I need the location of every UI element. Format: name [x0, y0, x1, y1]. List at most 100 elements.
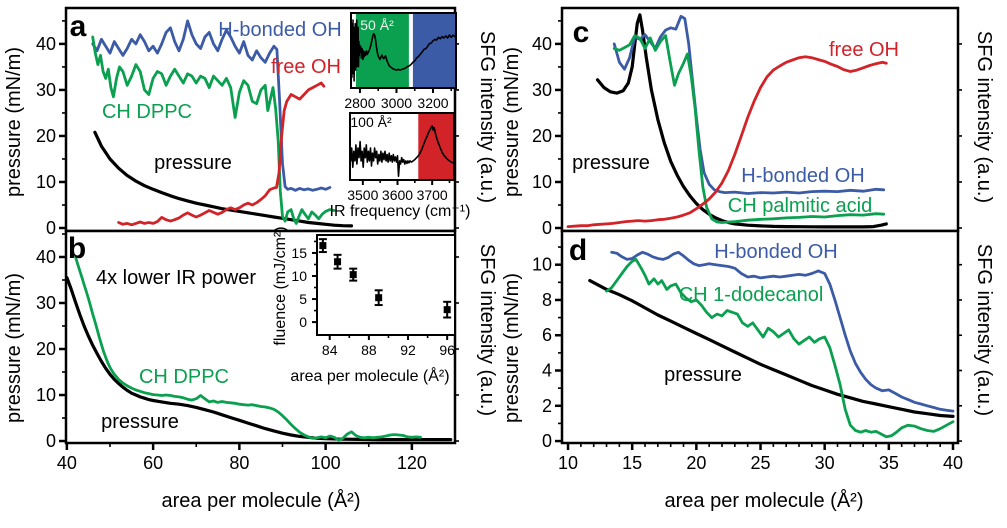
series-spectrum — [350, 19, 456, 86]
panel-c-letter: c — [572, 16, 590, 49]
x-tick-label: 80 — [229, 453, 249, 473]
panel-b-pressure-axis-label: pressure (mN/m) — [3, 272, 25, 424]
panel-c-sfg-axis-label: SFG intensity (a.u.) — [973, 30, 995, 204]
panel-b-ch-dppc-label: CH DPPC — [138, 366, 230, 388]
x-tick-label: 88 — [361, 342, 377, 358]
inset-fluence-chart: 84 88 92 96 0 5 10 15 — [291, 234, 456, 358]
x-tick-label: 30 — [815, 453, 835, 473]
y-tick-label: 0 — [46, 218, 56, 238]
band-0 — [355, 13, 409, 88]
panel-b-sfg-axis-label: SFG intensity (a.u.) — [476, 243, 498, 417]
y-tick-label: 20 — [36, 126, 56, 146]
y-tick-label: 0 — [542, 218, 552, 238]
y-tick-label: 30 — [532, 80, 552, 100]
panel-a-ch-dppc-label: CH DPPC — [101, 101, 193, 123]
panel-c-pressure-axis-label: pressure (mN/m) — [501, 46, 523, 198]
y-tick-label: 4 — [542, 361, 552, 381]
inset-100A-tag: 100 Å² — [350, 114, 392, 130]
series-pressure — [588, 278, 955, 418]
x-tick-label: 40 — [57, 453, 77, 473]
y-tick-label: 10 — [36, 385, 56, 405]
series-spectrum — [349, 124, 454, 177]
data-point-marker — [319, 242, 327, 250]
series-ch-dodecanol — [605, 257, 955, 439]
y-tick-label: 20 — [36, 339, 56, 359]
fluence-x-axis-label: area per molecule (Å²) — [290, 368, 450, 385]
series-ch-palmitic — [612, 34, 886, 224]
panel-b-letter: b — [67, 232, 87, 265]
panel-c-free-oh-label: free OH — [828, 39, 900, 61]
panel-c-chart: 0 10 20 30 40 — [532, 6, 962, 238]
plot-border — [350, 12, 457, 89]
y-tick-label: 2 — [542, 396, 552, 416]
band-1 — [412, 13, 456, 88]
x-tick-label: 20 — [686, 453, 706, 473]
x-tick-label: 84 — [322, 342, 338, 358]
panel-a-pressure-axis-label: pressure (mN/m) — [3, 46, 25, 198]
panel-c-ch-palmitic-label: CH palmitic acid — [727, 195, 873, 217]
x-tick-label: 96 — [439, 342, 455, 358]
series-h-bonded-oh — [91, 19, 332, 192]
inset-spectrum-50A-chart: 2800 3000 3200 — [344, 12, 457, 111]
x-tick-label: 3700 — [417, 187, 448, 203]
plot-border — [316, 234, 456, 336]
y-tick-label: 10 — [291, 268, 307, 284]
panel-d-pressure-label: pressure — [664, 364, 742, 386]
series-pressure — [93, 130, 354, 228]
panel-d-pressure-axis-label: pressure (mN/m) — [501, 272, 523, 424]
panel-a-letter: a — [69, 10, 87, 43]
y-tick-label: 30 — [36, 80, 56, 100]
panel-b-pressure-label: pressure — [101, 411, 179, 433]
x-tick-label: 10 — [558, 453, 578, 473]
right-x-axis-title: area per molecule (Å²) — [664, 490, 864, 512]
y-tick-label: 30 — [36, 293, 56, 313]
x-tick-label: 35 — [879, 453, 899, 473]
x-tick-label: 3000 — [381, 95, 412, 111]
panel-c-pressure-label: pressure — [572, 152, 650, 174]
x-tick-label: 15 — [622, 453, 642, 473]
panel-c-h-bonded-oh-label: H-bonded OH — [741, 165, 865, 187]
y-tick-label: 40 — [532, 34, 552, 54]
plot-border — [349, 112, 455, 181]
y-tick-label: 0 — [542, 431, 552, 451]
ir-frequency-axis-label: IR frequency (cm⁻¹) — [329, 203, 471, 220]
series-ch-dppc — [91, 35, 336, 225]
band-0 — [418, 113, 454, 180]
y-tick-label: 0 — [299, 314, 307, 330]
panel-d-ch-dodecanol-label: CH 1-dodecanol — [678, 284, 824, 306]
series-ch-dppc — [74, 255, 422, 442]
x-tick-label: 92 — [400, 342, 416, 358]
y-tick-label: 8 — [542, 290, 552, 310]
y-tick-label: 15 — [291, 245, 307, 261]
y-tick-label: 10 — [36, 172, 56, 192]
series-pressure — [595, 13, 888, 229]
x-tick-label: 3200 — [417, 95, 448, 111]
series-free-oh — [117, 81, 326, 227]
y-tick-label: 10 — [532, 172, 552, 192]
data-point-marker — [443, 306, 451, 314]
y-tick-label: 0 — [46, 431, 56, 451]
panel-d-h-bonded-oh-label: H-bonded OH — [714, 241, 838, 263]
panel-d-chart: 10 15 20 25 30 35 40 0 2 4 6 8 10 — [532, 229, 963, 473]
x-tick-label: 3500 — [347, 187, 378, 203]
panel-a-sfg-axis-label: SFG intensity (a.u.) — [476, 30, 498, 204]
x-tick-label: 60 — [143, 453, 163, 473]
data-point-marker — [349, 271, 357, 279]
y-tick-label: 10 — [532, 255, 552, 275]
x-tick-label: 25 — [750, 453, 770, 473]
x-tick-label: 100 — [311, 453, 341, 473]
inset-spectrum-100A-chart: 3500 3600 3700 — [347, 112, 455, 203]
left-x-axis-title: area per molecule (Å²) — [161, 490, 361, 512]
x-tick-label: 40 — [943, 453, 963, 473]
x-tick-label: 120 — [397, 453, 427, 473]
plot-border — [64, 229, 457, 445]
fluence-y-axis-label: fluence (mJ/cm²) — [272, 226, 289, 346]
y-tick-label: 40 — [36, 247, 56, 267]
y-tick-label: 6 — [542, 325, 552, 345]
x-tick-label: 2800 — [344, 95, 375, 111]
panel-d-letter: d — [568, 234, 588, 267]
y-tick-label: 40 — [36, 34, 56, 54]
panel-a-h-bonded-oh-label: H-bonded OH — [218, 19, 342, 41]
panel-a-free-oh-label: free OH — [270, 56, 342, 78]
